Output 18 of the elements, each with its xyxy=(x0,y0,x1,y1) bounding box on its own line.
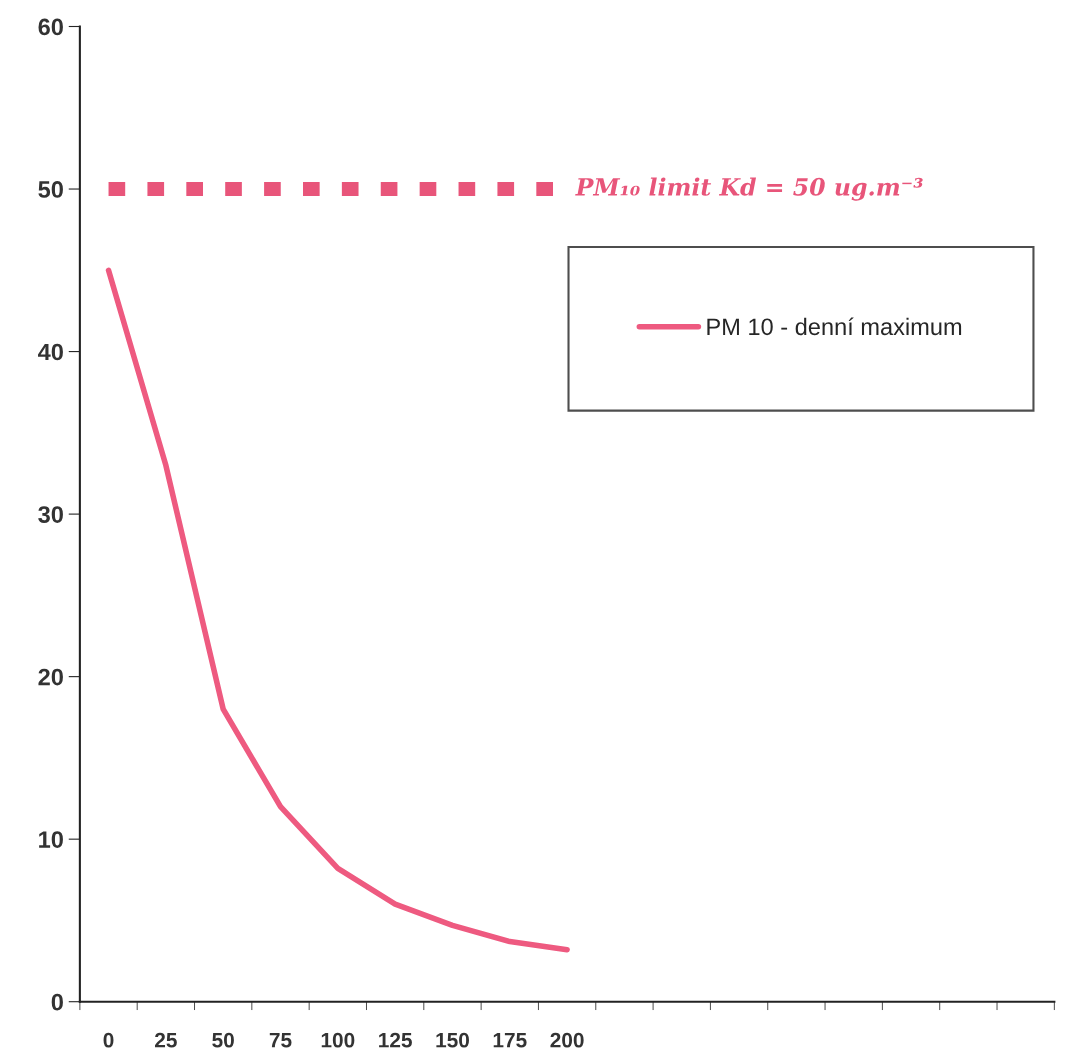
y-tick-label: 40 xyxy=(38,343,63,361)
x-tick-label: 125 xyxy=(379,1032,412,1048)
y-tick-label: 0 xyxy=(51,993,63,1011)
x-tick-label: 0 xyxy=(103,1032,114,1048)
y-tick-label: 50 xyxy=(38,181,63,198)
y-tick-label: 20 xyxy=(38,668,63,686)
y-tick-label: 30 xyxy=(38,506,63,523)
x-tick-label: 150 xyxy=(436,1032,469,1048)
y-tick-label: 10 xyxy=(39,831,63,848)
ref-line-label: PM₁₀ limit Kd = 50 ug.m⁻³ xyxy=(575,177,923,201)
x-tick-label: 25 xyxy=(155,1032,177,1048)
legend-label: PM 10 - denní maximum xyxy=(707,317,962,336)
x-tick-label: 175 xyxy=(493,1033,527,1048)
x-tick-label: 100 xyxy=(321,1032,355,1048)
x-tick-label: 200 xyxy=(550,1032,584,1048)
y-tick-label: 60 xyxy=(38,18,63,36)
x-tick-label: 50 xyxy=(212,1032,234,1048)
x-tick-label: 75 xyxy=(269,1033,292,1048)
